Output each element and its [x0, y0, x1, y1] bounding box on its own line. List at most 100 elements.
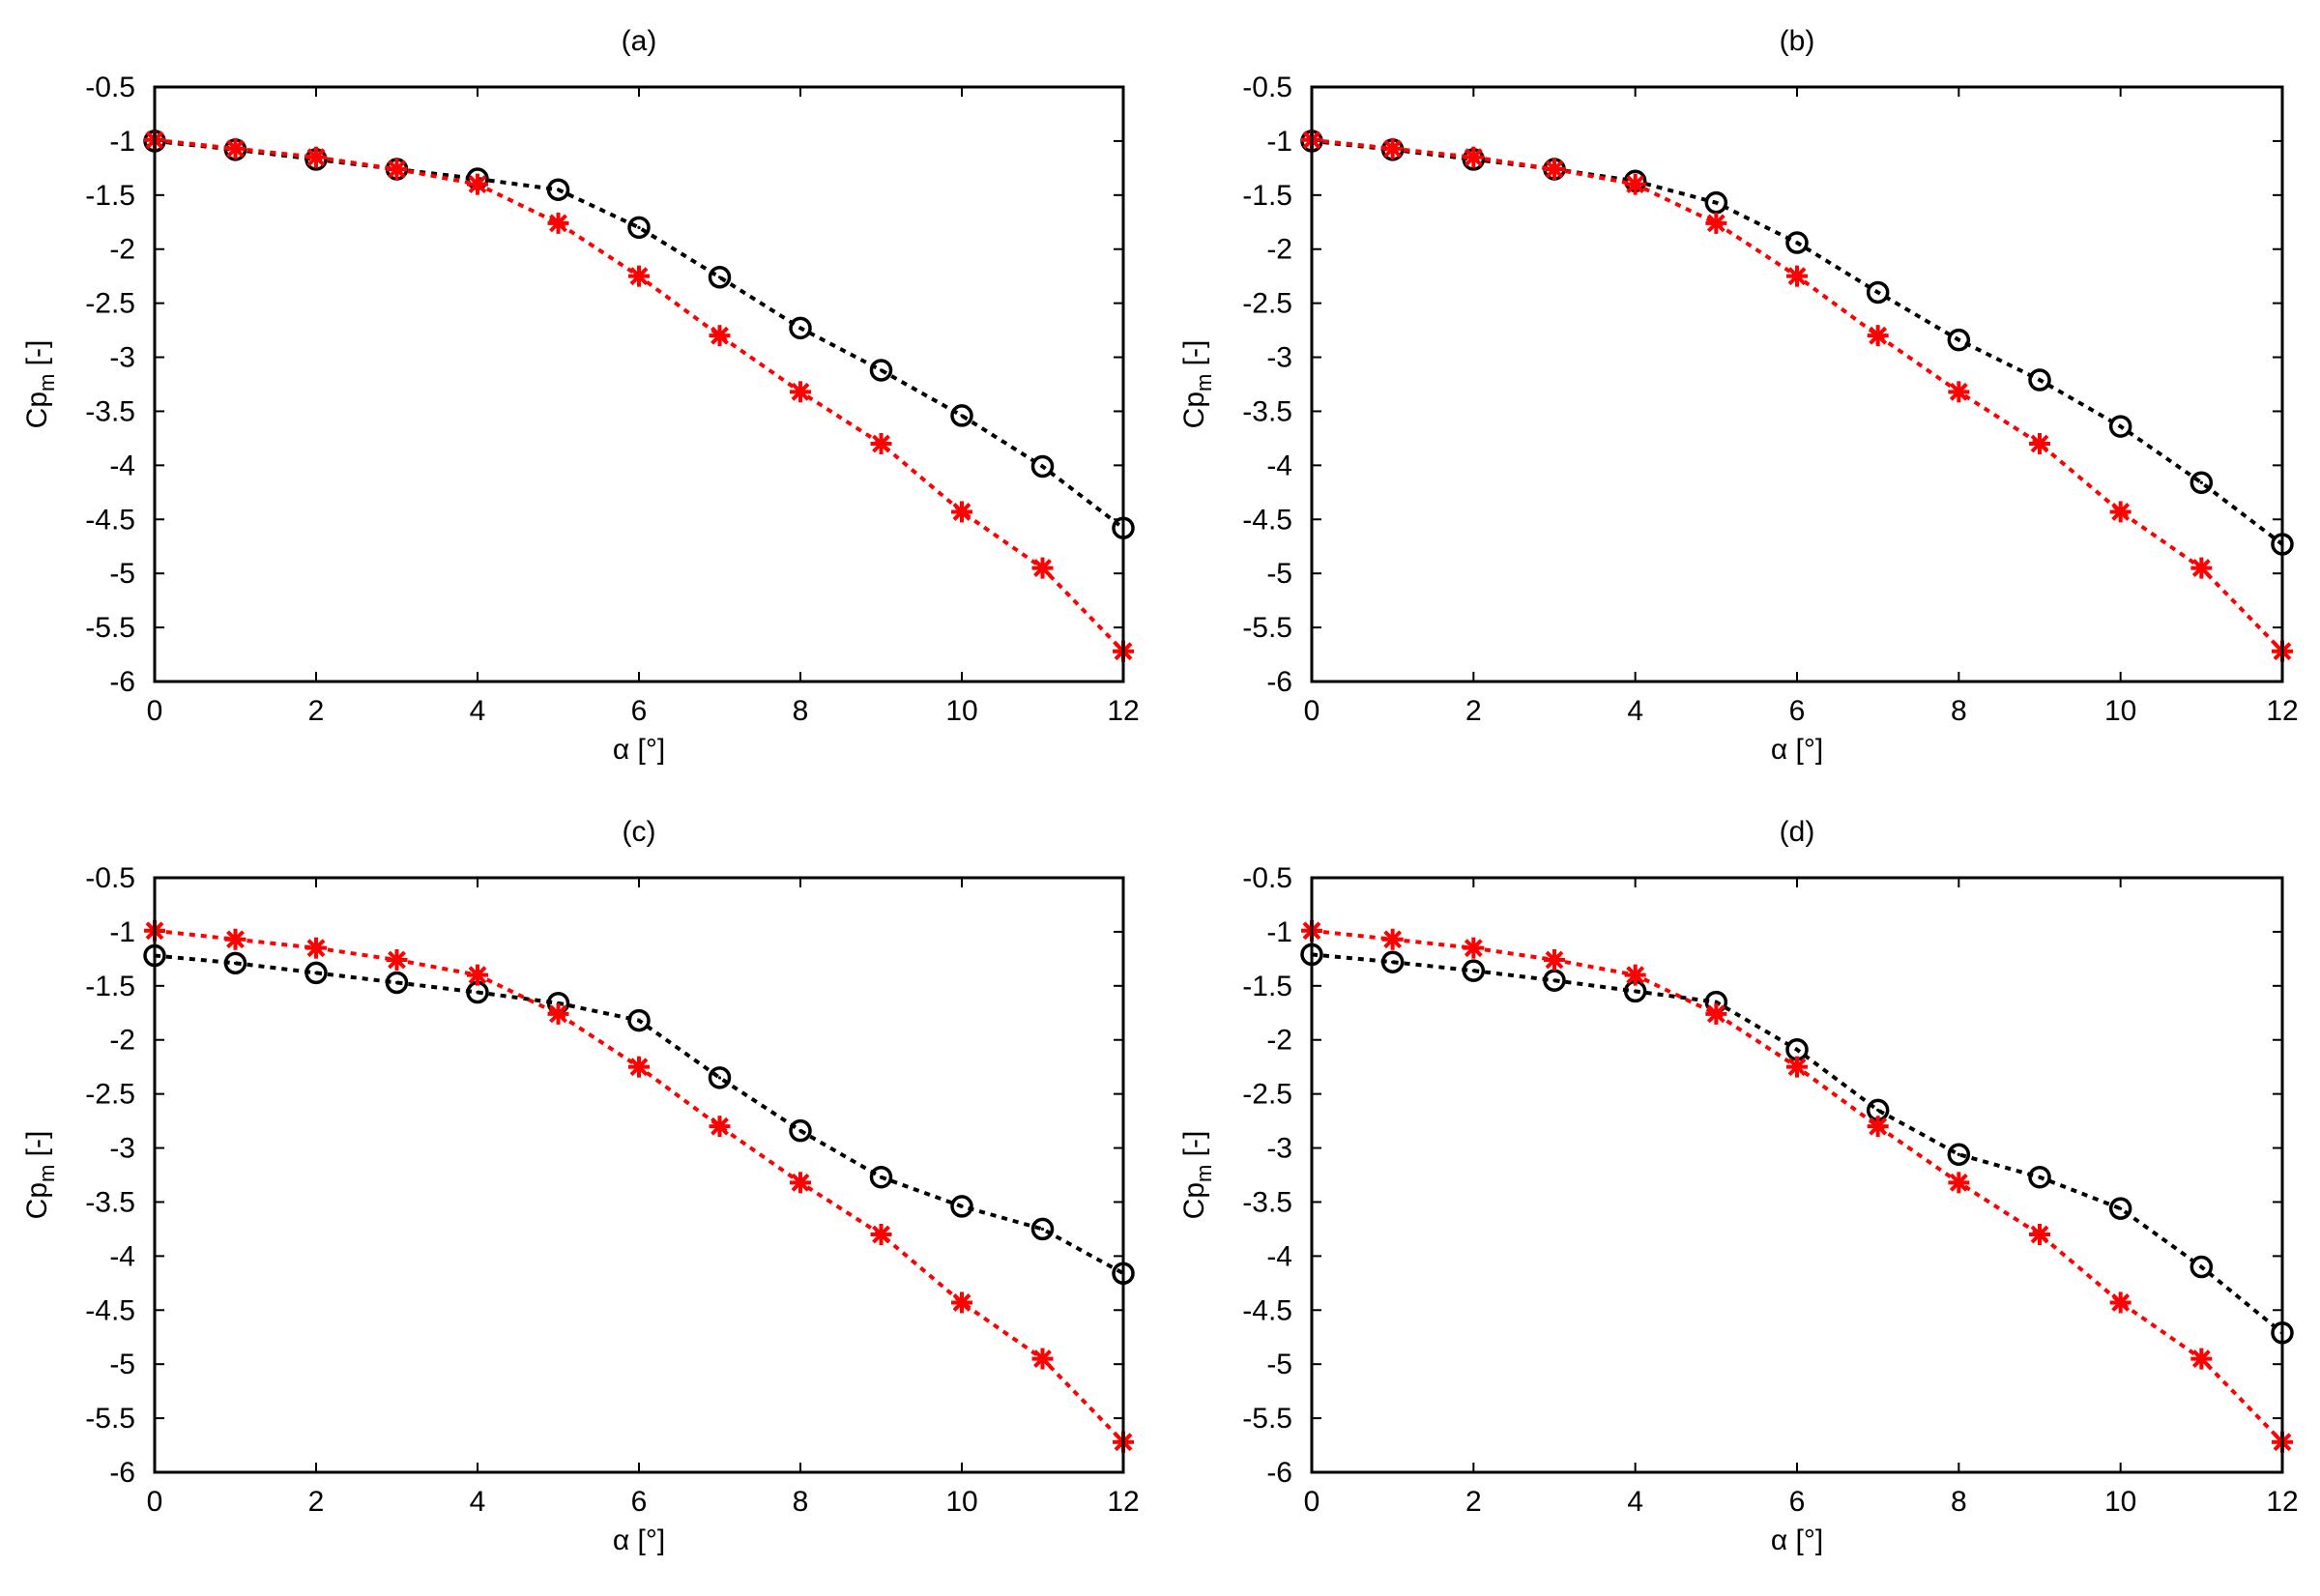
x-tick-label: 4 [1627, 695, 1643, 727]
y-tick-label: -4 [1266, 1240, 1292, 1272]
data-point-star [2029, 1224, 2050, 1245]
x-tick-label: 8 [793, 1486, 809, 1518]
data-point-star [467, 173, 488, 195]
x-tick-label: 4 [470, 1486, 486, 1518]
y-tick-label: -4 [1266, 450, 1292, 481]
x-tick-label: 4 [470, 695, 486, 727]
chart-title: (b) [1780, 25, 1815, 57]
x-tick-label: 10 [945, 1486, 977, 1518]
data-point-circle [869, 359, 893, 382]
chart-panel: (a) 0 2 4 6 8 10 12 -0.5 -1 -1.5 -2 -2.5 -3 -3.5 -4 -4.5… [21, 25, 1140, 766]
x-tick-label: 0 [1304, 695, 1320, 727]
data-point-star [305, 937, 327, 959]
y-axis-label: Cpm [-] [21, 340, 59, 429]
x-tick-label: 6 [631, 695, 648, 727]
y-tick-label: -4 [109, 1240, 135, 1272]
y-tick-label: -0.5 [85, 862, 135, 894]
data-point-circle [1030, 1217, 1055, 1241]
x-tick-label: 0 [147, 1486, 163, 1518]
data-point-star [547, 212, 569, 234]
data-point-star [2029, 433, 2050, 454]
data-point-circle [2028, 1165, 2051, 1189]
y-tick-label: -3.5 [85, 395, 135, 427]
data-point-circle [1704, 190, 1728, 215]
y-tick-label: -0.5 [1242, 862, 1292, 894]
data-point-star [1031, 1348, 1054, 1370]
data-point-circle [2190, 471, 2214, 495]
data-point-star [790, 381, 811, 403]
data-point-circle [546, 178, 570, 201]
y-tick-label: -3 [109, 1133, 135, 1165]
x-tick-label: 0 [147, 695, 163, 727]
data-point-circle [304, 961, 328, 985]
plot-frame [153, 85, 1125, 683]
plot-frame [1310, 85, 2284, 683]
x-tick-label: 2 [1465, 695, 1482, 727]
y-tick-label: -3 [109, 342, 135, 374]
y-tick-label: -6 [109, 666, 135, 698]
y-axis-label: Cpm [-] [1178, 340, 1216, 429]
x-tick-label: 6 [631, 1486, 648, 1518]
series-line [1311, 928, 2284, 1444]
data-point-star [1624, 173, 1646, 195]
y-tick-label: -2.5 [1242, 1079, 1292, 1111]
y-tick-label: -5 [109, 558, 135, 590]
data-point-star [790, 1172, 811, 1194]
y-tick-label: -5.5 [85, 612, 135, 644]
data-point-star [1705, 212, 1727, 234]
x-tick-label: 6 [1789, 1486, 1806, 1518]
y-tick-label: -3.5 [1242, 395, 1292, 427]
y-tick-label: -1.5 [1242, 180, 1292, 212]
data-point-circle [1866, 280, 1890, 305]
data-point-star [224, 928, 246, 950]
y-tick-label: -1 [109, 126, 135, 158]
y-tick-label: -0.5 [85, 72, 135, 103]
data-point-circle [950, 1195, 973, 1218]
data-point-star [386, 158, 408, 180]
y-tick-label: -2 [1266, 1025, 1292, 1057]
x-tick-label: 6 [1789, 695, 1806, 727]
x-axis-label: α [°] [1771, 1524, 1823, 1556]
y-axis-label: Cpm [-] [21, 1131, 59, 1220]
data-point-star [1381, 928, 1404, 950]
data-point-star [1544, 158, 1565, 180]
chart-title: (c) [623, 816, 656, 848]
data-point-circle [627, 1008, 651, 1032]
data-point-star [305, 146, 327, 168]
data-point-star [2109, 501, 2132, 523]
data-point-star [870, 1224, 892, 1245]
data-point-circle [950, 404, 973, 427]
y-tick-label: -5.5 [1242, 1403, 1292, 1435]
data-point-star [1786, 1056, 1808, 1078]
data-point-circle [385, 971, 409, 995]
y-tick-label: -3 [1266, 1133, 1292, 1165]
x-tick-label: 8 [1951, 1486, 1967, 1518]
y-tick-label: -3.5 [85, 1186, 135, 1218]
data-point-star [1867, 1116, 1889, 1138]
y-tick-label: -5 [109, 1349, 135, 1380]
y-tick-label: -2.5 [85, 1079, 135, 1111]
data-point-circle [789, 316, 812, 340]
x-tick-label: 2 [308, 695, 325, 727]
data-point-star [951, 1291, 972, 1314]
data-point-star [628, 265, 650, 287]
y-tick-label: -2 [109, 234, 135, 266]
data-point-circle [627, 216, 651, 240]
data-point-star [386, 948, 408, 971]
data-point-circle [223, 951, 247, 975]
chart-title: (a) [622, 25, 657, 57]
data-point-star [1786, 265, 1808, 287]
data-point-circle [2190, 1255, 2214, 1279]
y-tick-label: -2 [109, 1025, 135, 1057]
y-tick-label: -4.5 [85, 504, 135, 536]
y-tick-label: -1.5 [85, 971, 135, 1002]
y-tick-label: -1 [1266, 916, 1292, 948]
series-line [1311, 952, 2284, 1335]
y-tick-label: -6 [1266, 666, 1292, 698]
data-point-star [1463, 937, 1485, 959]
data-point-star [2190, 557, 2213, 579]
data-point-star [1705, 1002, 1727, 1025]
y-tick-label: -2.5 [85, 288, 135, 320]
data-point-star [1463, 146, 1485, 168]
